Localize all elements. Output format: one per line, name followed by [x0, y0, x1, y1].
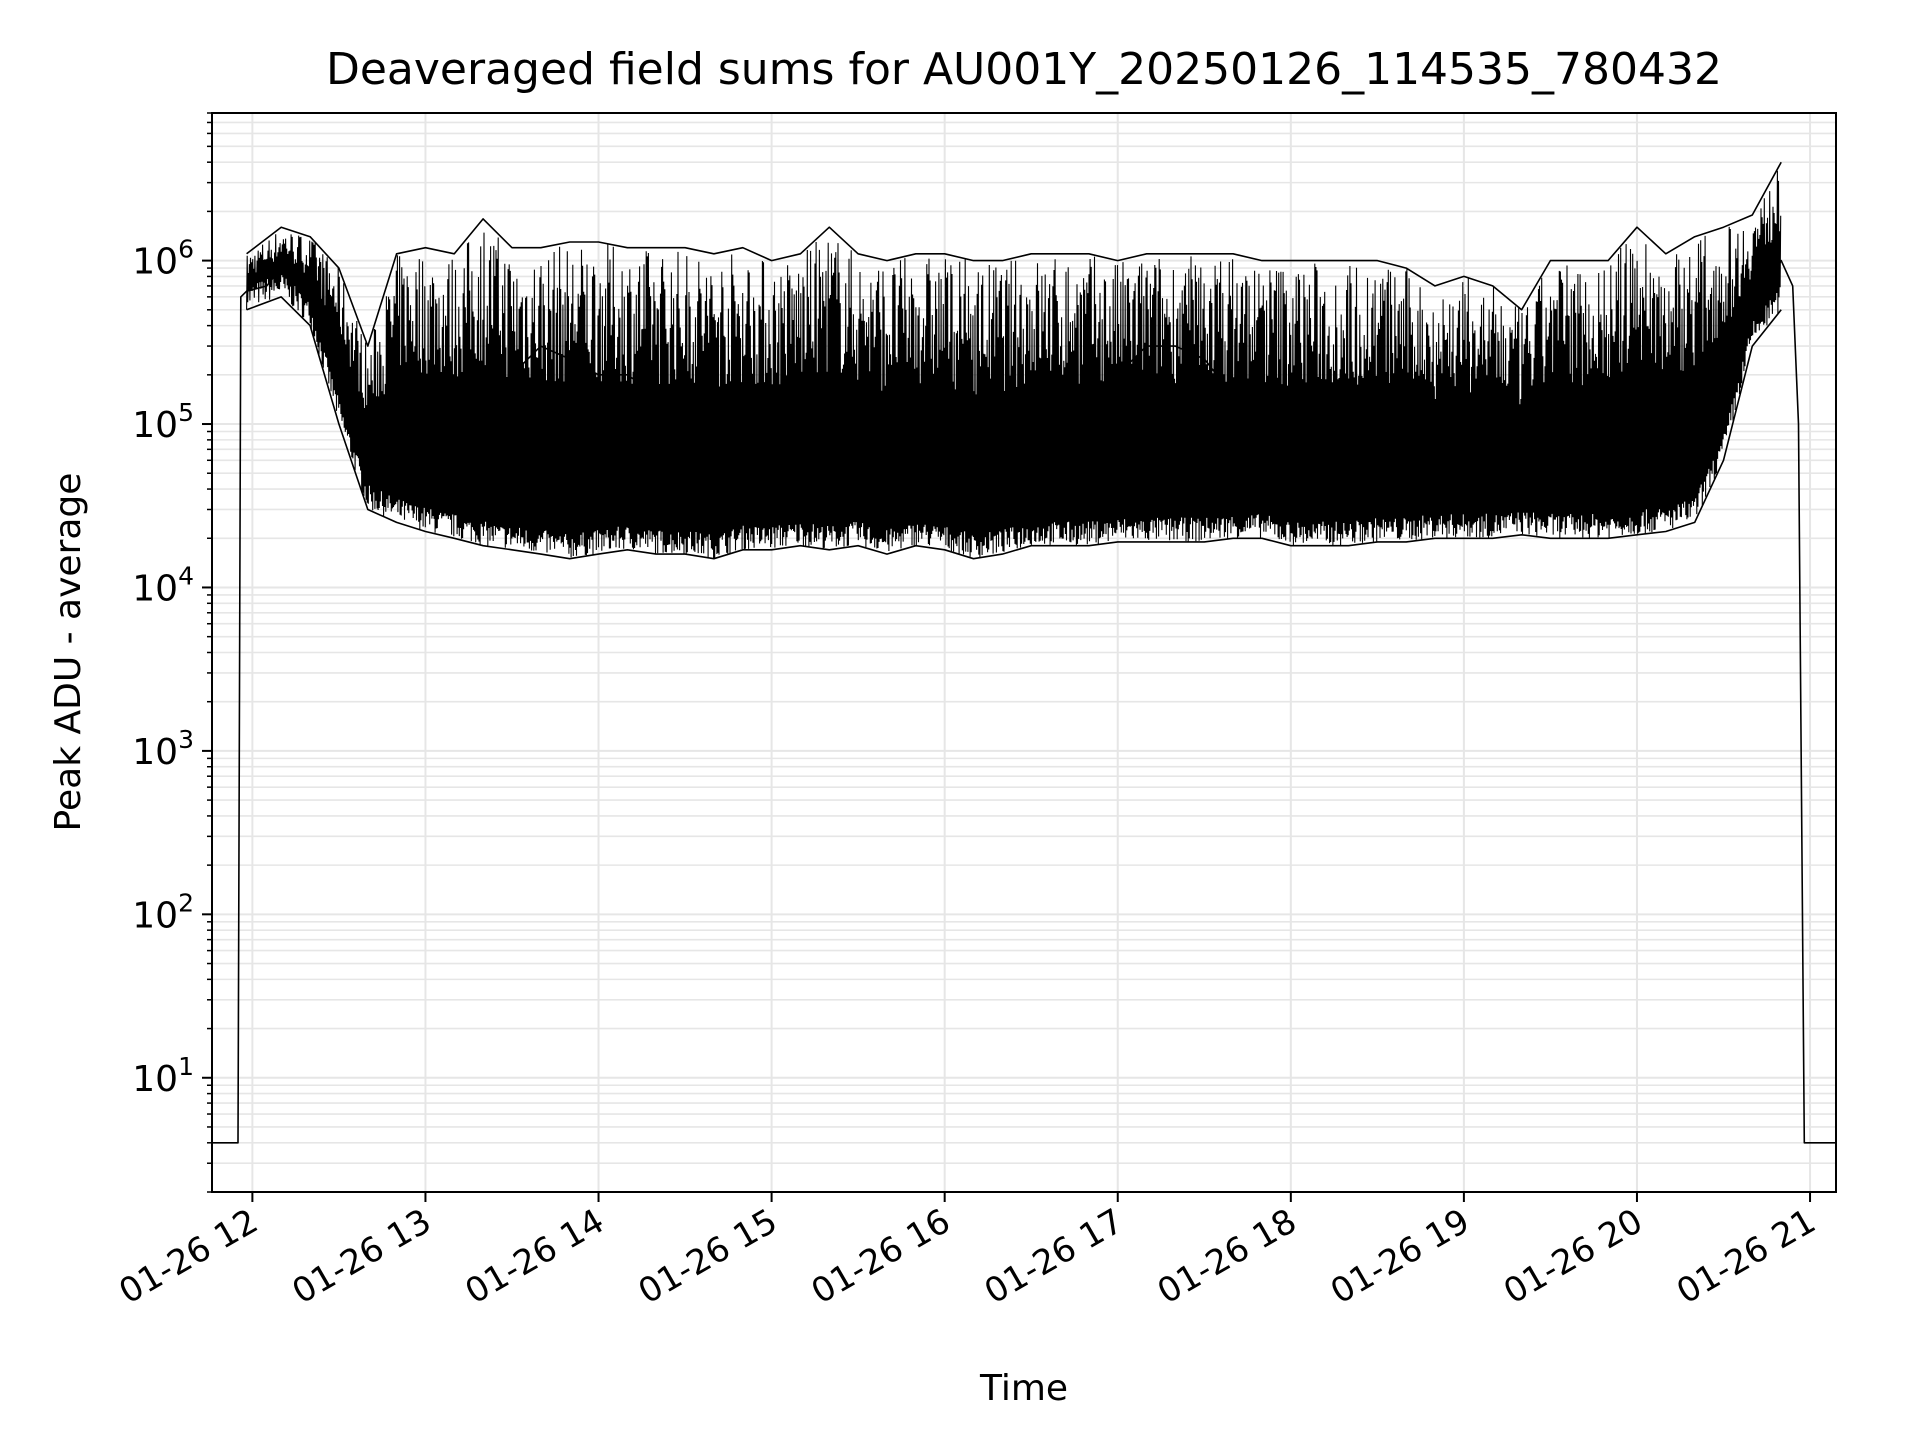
series-spikes: [246, 170, 1782, 559]
y-axis-label: Peak ADU - average: [48, 473, 89, 832]
y-tick-label: 106: [132, 235, 194, 283]
y-tick-label: 101: [132, 1052, 194, 1100]
y-tick-label: 104: [132, 561, 194, 609]
y-tick-label: 105: [132, 398, 194, 446]
x-axis-label: Time: [979, 1368, 1068, 1409]
chart-title: Deaveraged field sums for AU001Y_2025012…: [326, 44, 1722, 95]
y-tick-label: 103: [132, 725, 194, 773]
series-line-2: [246, 296, 1782, 560]
y-tick-label: 102: [132, 888, 194, 936]
series-line-1: [246, 161, 1782, 347]
series-lines: [212, 161, 1836, 1144]
